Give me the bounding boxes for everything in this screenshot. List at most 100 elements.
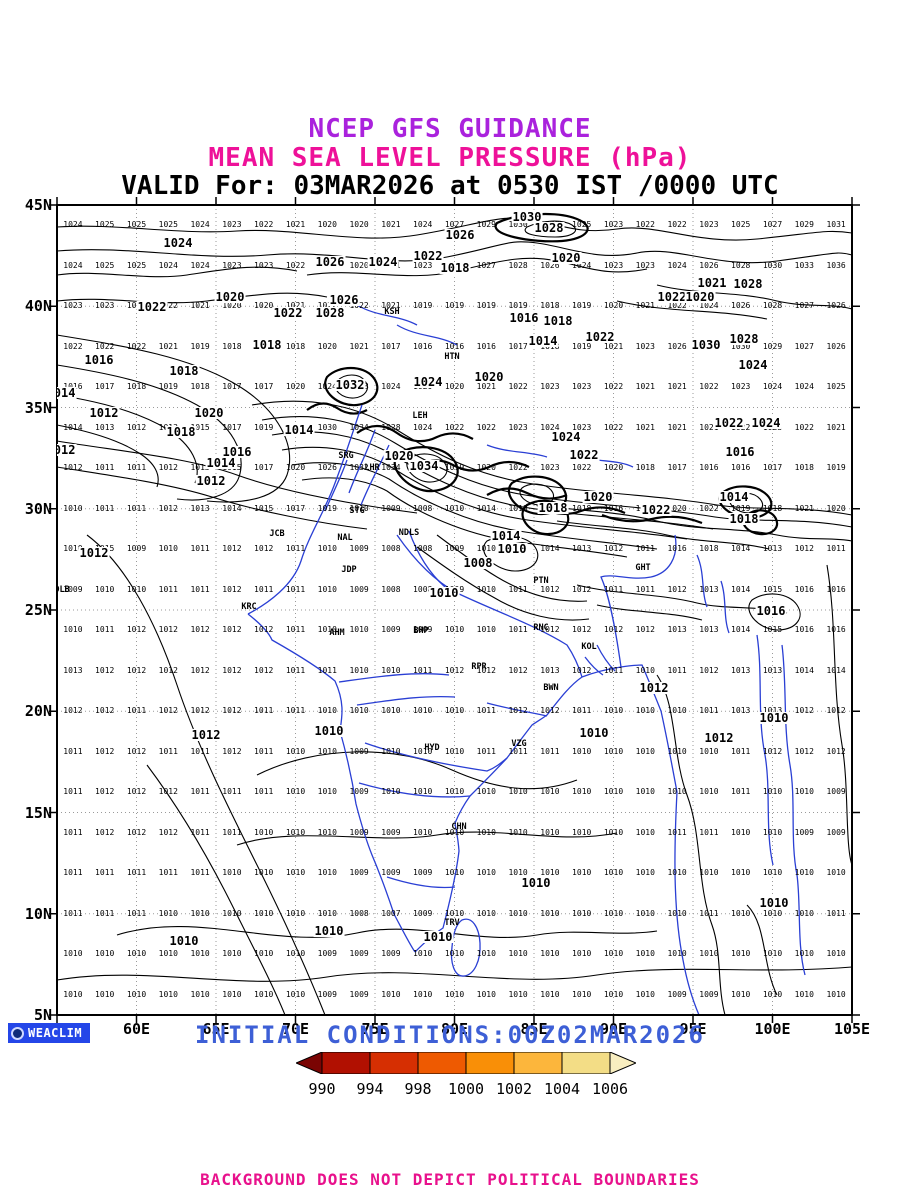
gridpoint-value: 1010 (317, 544, 337, 554)
contour-label: 1012 (703, 731, 735, 745)
gridpoint-value: 1023 (572, 382, 592, 392)
gridpoint-value: 1027 (762, 220, 783, 230)
contour-label: 1012 (638, 681, 670, 695)
gridpoint-value: 1018 (635, 463, 655, 473)
gridpoint-value: 1020 (667, 503, 687, 513)
gridpoint-value: 1010 (95, 989, 115, 999)
contour-label: 1018 (542, 314, 574, 328)
gridpoint-value: 1021 (635, 422, 655, 432)
lon-tick-label: 105E (833, 1020, 871, 1038)
gridpoint-value: 1012 (603, 544, 624, 554)
gridpoint-value: 1021 (826, 422, 846, 432)
gridpoint-value: 1010 (762, 949, 783, 959)
gridpoint-value: 1021 (381, 301, 401, 311)
gridpoint-value: 1027 (794, 341, 814, 351)
gridpoint-value: 1010 (635, 989, 655, 999)
gridpoint-value: 1010 (572, 908, 592, 918)
gridpoint-value: 1009 (699, 989, 719, 999)
gridpoint-value: 1010 (285, 827, 306, 837)
gridpoint-value: 1011 (63, 787, 83, 797)
gridpoint-value: 1010 (413, 949, 433, 959)
contour-label: 1024 (750, 416, 782, 430)
contour-label: 1010 (422, 930, 454, 944)
colorbar-tick-label: 1000 (447, 1080, 485, 1098)
gridpoint-value: 1011 (699, 706, 719, 716)
gridpoint-value: 1011 (667, 827, 687, 837)
gridpoint-value: 1025 (126, 260, 147, 270)
contour-label: 1018 (165, 425, 197, 439)
weaclim-brand-label: WEACLIM (28, 1026, 83, 1040)
gridpoint-value: 1020 (444, 382, 465, 392)
gridpoint-value: 1010 (699, 868, 719, 878)
gridpoint-value: 1019 (572, 301, 592, 311)
gridpoint-value: 1010 (444, 868, 465, 878)
contour-label: 1008 (462, 556, 494, 570)
contour-label: 1010 (428, 586, 460, 600)
gridpoint-value: 1016 (603, 503, 624, 513)
gridpoint-value: 1010 (762, 827, 783, 837)
contour-label: 1028 (732, 277, 764, 291)
gridpoint-value: 1009 (413, 908, 433, 918)
gridpoint-value: 1010 (667, 706, 687, 716)
contour-label: 1030 (511, 210, 543, 224)
gridpoint-value: 1010 (508, 868, 528, 878)
gridpoint-value: 1017 (95, 382, 115, 392)
gridpoint-value: 1024 (63, 220, 83, 230)
gridpoint-value: 1024 (794, 382, 814, 392)
gridpoint-value: 1014 (731, 544, 751, 554)
lat-tick-label: 15N (24, 803, 52, 822)
gridpoint-value: 1013 (731, 665, 751, 675)
gridpoint-value: 1010 (190, 949, 210, 959)
gridpoint-value: 1010 (635, 787, 655, 797)
contour-label: 1012 (57, 444, 77, 456)
gridpoint-value: 1027 (444, 220, 465, 230)
contour-label: 1026 (328, 293, 360, 307)
gridpoint-value: 1011 (285, 665, 306, 675)
lat-tick-label: 25N (24, 601, 52, 619)
gridpoint-value: 1010 (317, 706, 337, 716)
gridpoint-value: 1010 (381, 787, 401, 797)
gridpoint-value: 1011 (190, 746, 210, 756)
gridpoint-value: 1012 (190, 706, 210, 716)
coastline-rivers (247, 304, 806, 1016)
gridpoint-value: 1009 (349, 868, 369, 878)
gridpoint-value: 1009 (126, 544, 147, 554)
gridpoint-value: 1010 (349, 665, 369, 675)
gridpoint-value: 1011 (95, 625, 115, 635)
gridpoint-value: 1025 (126, 220, 147, 230)
gridpoint-value: 1010 (254, 827, 274, 837)
gridpoint-value: 1022 (508, 382, 528, 392)
colorbar-segment (321, 1052, 371, 1074)
gridpoint-value: 1012 (540, 625, 560, 635)
gridpoint-value: 1010 (476, 787, 496, 797)
contour-label: 1022 (412, 249, 444, 263)
valid-time-title: VALID For: 03MAR2026 at 0530 IST /0000 U… (121, 171, 779, 201)
gridpoint-value: 1017 (254, 463, 274, 473)
gridpoint-value: 1009 (349, 746, 369, 756)
gridpoint-value: 1012 (158, 625, 178, 635)
gridpoint-value: 1022 (254, 220, 274, 230)
gridpoint-value: 1010 (381, 746, 401, 756)
gridpoint-value: 1012 (794, 746, 814, 756)
gridpoint-value: 1027 (476, 260, 496, 270)
gridpoint-value: 1012 (635, 625, 655, 635)
gridpoint-value: 1012 (254, 544, 274, 554)
gridpoint-value: 1011 (126, 868, 147, 878)
gridpoint-value: 1012 (572, 584, 592, 594)
gridpoint-value: 1010 (794, 949, 814, 959)
gridpoint-value: 1018 (285, 341, 306, 351)
gridpoint-value: 1012 (222, 746, 242, 756)
contour-label: 1012 (190, 728, 222, 742)
lon-tick-label: 60E (122, 1020, 151, 1038)
contour-label: 1016 (221, 445, 253, 459)
gridpoint-value: 1015 (762, 584, 783, 594)
gridpoint-value: 1012 (572, 625, 592, 635)
contour-label: 1016 (508, 311, 540, 325)
gridpoint-value: 1010 (63, 989, 83, 999)
contour-label: 1024 (367, 255, 399, 269)
gridpoint-value: 1012 (158, 827, 178, 837)
gridpoint-value: 1024 (413, 422, 433, 432)
gridpoint-value: 1020 (254, 301, 274, 311)
gridpoint-value: 1017 (508, 341, 528, 351)
gridpoint-value: 1023 (540, 463, 560, 473)
